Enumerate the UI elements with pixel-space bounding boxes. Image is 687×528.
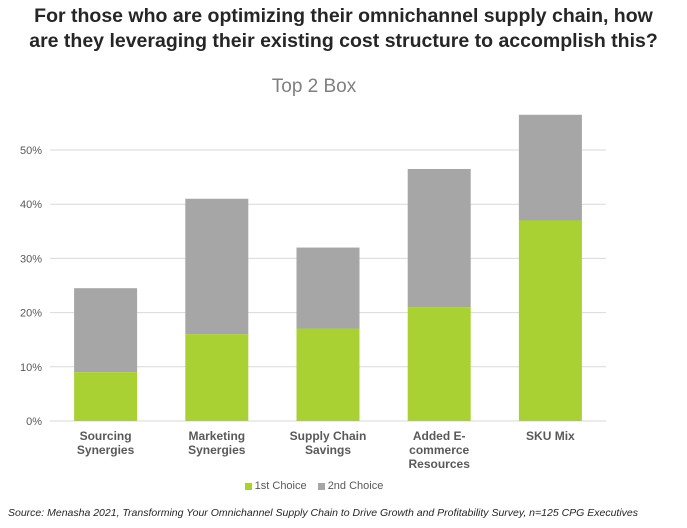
x-tick-label: Marketing Synergies: [188, 429, 246, 457]
bar-second-choice: [185, 198, 249, 335]
legend-swatch-second-choice: [317, 482, 325, 490]
legend-swatch-first-choice: [244, 482, 252, 490]
bar-first-choice: [407, 307, 471, 421]
bar-second-choice: [518, 114, 582, 221]
legend-label-second-choice: 2nd Choice: [327, 480, 384, 492]
legend-label-first-choice: 1st Choice: [254, 480, 307, 492]
bar-first-choice: [185, 334, 249, 421]
headline-line-2: are they leveraging their existing cost …: [29, 30, 658, 52]
legend: 1st Choice 2nd Choice: [0, 480, 628, 493]
y-tick-label: 20%: [20, 308, 42, 320]
y-tick-label: 0%: [26, 416, 42, 428]
bar-first-choice: [74, 372, 138, 421]
x-tick-label: Supply Chain Savings: [290, 429, 367, 457]
chart-title: Top 2 Box: [271, 76, 357, 97]
y-tick-label: 40%: [20, 199, 42, 211]
bar-second-choice: [74, 288, 138, 373]
y-tick-label: 10%: [20, 362, 42, 374]
legend-item-second-choice: 2nd Choice: [317, 480, 384, 492]
x-tick-label: SKU Mix: [526, 429, 575, 443]
bar-second-choice: [296, 247, 360, 329]
y-tick-label: 50%: [20, 145, 42, 157]
headline-line-1: For those who are optimizing their omnic…: [34, 5, 653, 27]
source-note: Source: Menasha 2021, Transforming Your …: [8, 507, 639, 519]
bar-second-choice: [407, 168, 471, 308]
x-tick-label: Added E-commerce Resources: [409, 429, 471, 471]
bar-first-choice: [296, 328, 360, 421]
legend-item-first-choice: 1st Choice: [244, 480, 307, 492]
headline: For those who are optimizing their omnic…: [0, 4, 687, 54]
x-tick-label: Sourcing Synergies: [77, 429, 135, 457]
bar-first-choice: [518, 220, 582, 421]
y-tick-label: 30%: [20, 253, 42, 265]
